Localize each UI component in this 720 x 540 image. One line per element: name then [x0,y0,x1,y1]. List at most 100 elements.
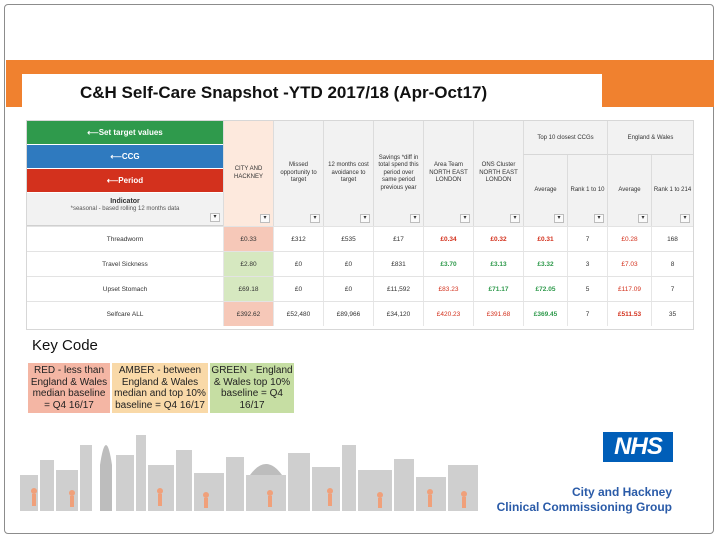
avg1-filter-dropdown[interactable]: ▾ [554,214,564,223]
title-background [22,74,602,112]
city-skyline-illustration [20,435,478,511]
col-missed-label: Missed opportunity to target [280,162,317,184]
cell-avoid: £0 [323,277,373,301]
table-row: Travel Sickness £2.80 £0 £0 £831 £3.70 £3.13 £3… [27,251,693,276]
col-city-header: CITY AND HACKNEY ▾ [223,121,273,226]
cell-ons: £3.13 [473,252,523,276]
cell-savings: £11,592 [373,277,423,301]
cell-rank2: 7 [651,277,693,301]
cell-missed: £0 [273,277,323,301]
rank1-filter-dropdown[interactable]: ▾ [594,214,604,223]
cell-ons: £71.17 [473,277,523,301]
cell-name: Threadworm [106,235,144,243]
rank2-filter-dropdown[interactable]: ▾ [680,214,690,223]
col-ons-label: ONS Cluster NORTH EAST LONDON [479,162,518,184]
control-panel: ⟵Set target values ⟵CCG ⟵Period Indicato… [27,121,223,226]
cell-name: Upset Stomach [102,285,148,293]
col-avg2-header: Average ▾ [607,155,651,226]
cell-area: £3.70 [423,252,473,276]
col-avoid-label: 12 months cost avoidance to target [328,162,369,184]
col-rank2-header: Rank 1 to 214 ▾ [651,155,693,226]
avoid-filter-dropdown[interactable]: ▾ [360,214,370,223]
ons-filter-dropdown[interactable]: ▾ [510,214,520,223]
col-avg1-header: Average ▾ [523,155,567,226]
slide-title: C&H Self-Care Snapshot -YTD 2017/18 (Apr… [80,83,488,102]
org-name-line1: City and Hackney [571,485,672,499]
cell-city: £69.18 [223,277,273,301]
cell-name: Selfcare ALL [106,310,144,318]
col-avg2-label: Average [618,186,641,193]
col-rank1-header: Rank 1 to 10 ▾ [567,155,607,226]
cell-name: Travel Sickness [102,260,148,268]
cell-avg2: £117.09 [607,277,651,301]
cell-avg2: £0.28 [607,227,651,251]
col-area-label: Area Team NORTH EAST LONDON [429,162,468,184]
cell-city: £392.62 [223,302,273,326]
col-avg1-label: Average [534,186,557,193]
col-avoid-header: 12 months cost avoidance to target ▾ [323,121,373,226]
cell-area: £83.23 [423,277,473,301]
cell-savings: £831 [373,252,423,276]
key-red-box: RED - less than England & Wales median b… [28,363,110,413]
period-button[interactable]: ⟵Period [27,169,223,193]
cell-avoid: £0 [323,252,373,276]
cell-ons: £0.32 [473,227,523,251]
indicator-filter-dropdown[interactable]: ▾ [210,213,220,222]
nhs-logo: NHS [603,432,673,462]
indicator-header: Indicator *seasonal - based rolling 12 m… [27,193,223,226]
org-name-line2: Clinical Commissioning Group [496,500,672,514]
cell-area: £420.23 [423,302,473,326]
cell-missed: £52,480 [273,302,323,326]
cell-rank1: 7 [567,302,607,326]
top10-group-header: Top 10 closest CCGs [523,121,607,155]
cell-rank1: 3 [567,252,607,276]
ccg-button[interactable]: ⟵CCG [27,145,223,169]
cell-rank2: 35 [651,302,693,326]
ew-group-header: England & Wales [607,121,693,155]
cell-avg1: £369.45 [523,302,567,326]
cell-city: £0.33 [223,227,273,251]
col-missed-header: Missed opportunity to target ▾ [273,121,323,226]
cell-avg1: £3.32 [523,252,567,276]
key-amber-box: AMBER - between England & Wales median a… [112,363,208,413]
indicator-subtitle: *seasonal - based rolling 12 months data [70,206,180,212]
table-row: Threadworm £0.33 £312 £535 £17 £0.34 £0.32 £0.3… [27,226,693,251]
dashboard-table: ⟵Set target values ⟵CCG ⟵Period Indicato… [26,120,694,330]
cell-avoid: £535 [323,227,373,251]
set-target-button[interactable]: ⟵Set target values [27,121,223,145]
col-rank1-label: Rank 1 to 10 [570,186,605,193]
cell-avg2: £511.53 [607,302,651,326]
col-savings-header: Savings *diff in total spend this period… [373,121,423,226]
cell-area: £0.34 [423,227,473,251]
avg2-filter-dropdown[interactable]: ▾ [638,214,648,223]
cell-savings: £17 [373,227,423,251]
col-area-header: Area Team NORTH EAST LONDON ▾ [423,121,473,226]
cell-missed: £0 [273,252,323,276]
table-row: Selfcare ALL £392.62 £52,480 £89,966 £34,120… [27,301,693,326]
cell-city: £2.80 [223,252,273,276]
col-ons-header: ONS Cluster NORTH EAST LONDON ▾ [473,121,523,226]
key-code-title: Key Code [32,337,98,354]
cell-missed: £312 [273,227,323,251]
savings-filter-dropdown[interactable]: ▾ [410,214,420,223]
cell-ons: £391.68 [473,302,523,326]
table-row: Upset Stomach £69.18 £0 £0 £11,592 £83.23 £71.… [27,276,693,301]
col-savings-label: Savings *diff in total spend this period… [378,154,419,191]
cell-rank1: 5 [567,277,607,301]
cell-avg2: £7.03 [607,252,651,276]
col-rank2-label: Rank 1 to 214 [653,186,692,193]
indicator-title: Indicator [110,198,140,205]
key-green-box: GREEN - England & Wales top 10% baseline… [210,363,294,413]
cell-savings: £34,120 [373,302,423,326]
cell-rank2: 8 [651,252,693,276]
cell-rank1: 7 [567,227,607,251]
slide-frame [4,4,714,534]
area-filter-dropdown[interactable]: ▾ [460,214,470,223]
col-city-label: CITY AND HACKNEY [233,166,263,180]
cell-avg1: £72.05 [523,277,567,301]
cell-rank2: 168 [651,227,693,251]
city-filter-dropdown[interactable]: ▾ [260,214,270,223]
cell-avoid: £89,966 [323,302,373,326]
missed-filter-dropdown[interactable]: ▾ [310,214,320,223]
cell-avg1: £0.31 [523,227,567,251]
